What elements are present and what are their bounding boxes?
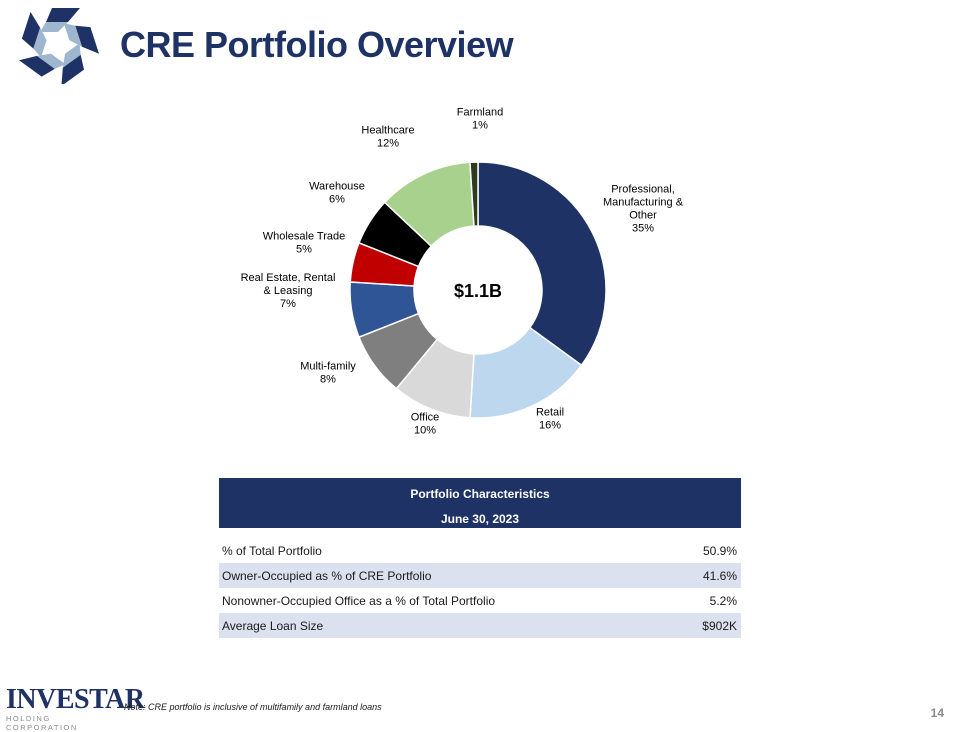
- table-row: Average Loan Size $902K: [219, 613, 741, 638]
- investar-star-logo: [18, 8, 100, 84]
- slice-label: Farmland 1%: [457, 107, 503, 132]
- chart-center-total: $1.1B: [454, 281, 502, 301]
- table-header-title: Portfolio Characteristics: [410, 487, 550, 501]
- row-value: $902K: [702, 618, 737, 633]
- brand-subtitle: HOLDING CORPORATION: [6, 714, 78, 732]
- slice-label: Wholesale Trade 5%: [263, 231, 346, 256]
- row-label: Average Loan Size: [222, 618, 324, 633]
- footnote: Note: CRE portfolio is inclusive of mult…: [124, 702, 382, 712]
- table-row: Nonowner-Occupied Office as a % of Total…: [219, 588, 741, 613]
- slice-label: Retail 16%: [536, 407, 564, 432]
- page-title: CRE Portfolio Overview: [120, 24, 514, 65]
- row-label: Nonowner-Occupied Office as a % of Total…: [222, 593, 496, 608]
- table-row: Owner-Occupied as % of CRE Portfolio 41.…: [219, 563, 741, 588]
- portfolio-characteristics-table: Portfolio Characteristics June 30, 2023 …: [219, 478, 741, 638]
- slice-label: Professional, Manufacturing & Other 35%: [603, 184, 684, 235]
- row-value: 5.2%: [709, 593, 737, 608]
- investar-wordmark-logo: INVESTAR HOLDING CORPORATION: [6, 684, 145, 732]
- brand-name: INVESTAR: [6, 684, 145, 715]
- table-header-date: June 30, 2023: [440, 512, 520, 526]
- slice-label: Healthcare 12%: [361, 125, 414, 150]
- table-body: % of Total Portfolio 50.9% Owner-Occupie…: [219, 538, 741, 638]
- donut-slice-professional-manufacturing-other: [477, 161, 607, 367]
- donut-slice-farmland: [469, 161, 479, 227]
- slice-label: Warehouse 6%: [309, 181, 365, 206]
- page-number: 14: [930, 706, 944, 720]
- slice-label: Real Estate, Rental & Leasing 7%: [241, 272, 336, 310]
- table-row: % of Total Portfolio 50.9%: [219, 538, 741, 563]
- table-header: Portfolio Characteristics June 30, 2023: [219, 478, 741, 528]
- cre-portfolio-donut-chart: Professional, Manufacturing & Other 35% Reta…: [241, 107, 684, 437]
- slice-label: Multi-family 8%: [300, 361, 356, 386]
- row-label: Owner-Occupied as % of CRE Portfolio: [222, 568, 432, 583]
- slice-label: Office 10%: [411, 412, 440, 437]
- row-value: 50.9%: [702, 543, 737, 558]
- row-label: % of Total Portfolio: [222, 543, 322, 558]
- row-value: 41.6%: [702, 568, 737, 583]
